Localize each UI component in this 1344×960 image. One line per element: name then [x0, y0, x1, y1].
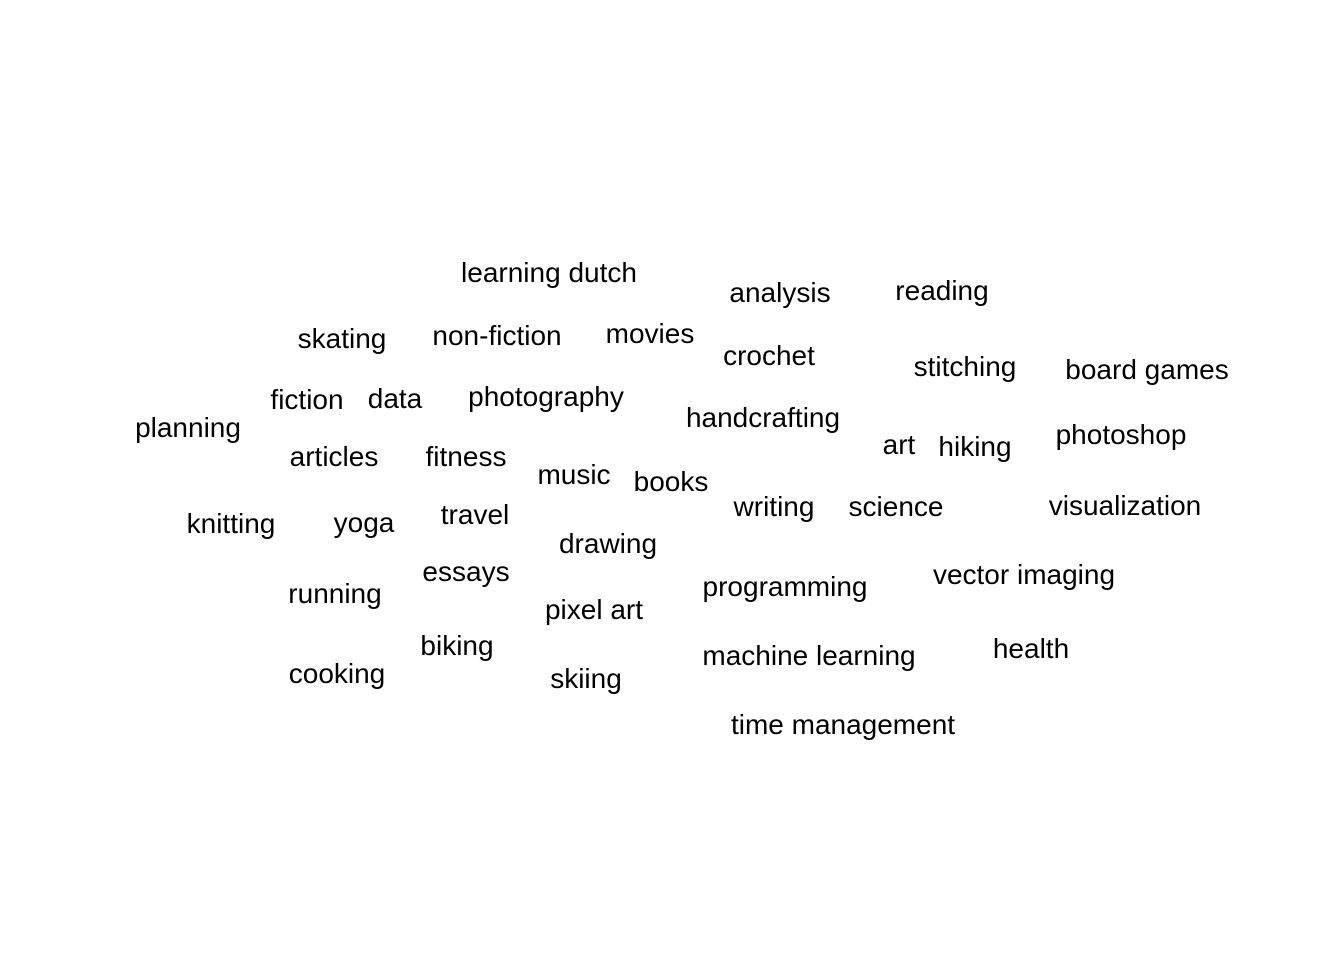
word-cooking: cooking — [288, 658, 386, 689]
word-crochet: crochet — [723, 340, 815, 371]
word-reading: reading — [895, 275, 989, 306]
word-photography: photography — [468, 381, 624, 412]
word-drawing: drawing — [558, 528, 658, 559]
word-science: science — [848, 491, 944, 522]
word-travel: travel — [440, 499, 510, 530]
word-time-management: time management — [730, 709, 956, 740]
word-fitness: fitness — [425, 441, 507, 472]
word-music: music — [537, 459, 611, 490]
word-books: books — [633, 466, 709, 497]
word-programming: programming — [702, 571, 868, 602]
word-yoga: yoga — [333, 507, 395, 538]
word-pixel-art: pixel art — [544, 594, 644, 625]
word-running: running — [288, 578, 382, 609]
word-essays: essays — [422, 556, 510, 587]
word-art: art — [882, 429, 916, 460]
word-data: data — [367, 383, 423, 414]
word-biking: biking — [420, 630, 494, 661]
word-skiing: skiing — [550, 663, 622, 694]
word-analysis: analysis — [729, 277, 831, 308]
word-stitching: stitching — [913, 351, 1017, 382]
word-machine-learning: machine learning — [702, 640, 916, 671]
word-hiking: hiking — [938, 431, 1012, 462]
word-health: health — [992, 633, 1070, 664]
word-handcrafting: handcrafting — [685, 402, 841, 433]
word-vector-imaging: vector imaging — [932, 559, 1116, 590]
word-learning-dutch: learning dutch — [461, 257, 637, 288]
word-planning: planning — [135, 412, 241, 443]
word-visualization: visualization — [1048, 490, 1202, 521]
word-non-fiction: non-fiction — [432, 320, 562, 351]
word-movies: movies — [605, 318, 695, 349]
word-board-games: board games — [1065, 354, 1229, 385]
word-knitting: knitting — [186, 508, 276, 539]
word-skating: skating — [297, 323, 387, 354]
word-writing: writing — [733, 491, 815, 522]
word-fiction: fiction — [270, 384, 344, 415]
word-photoshop: photoshop — [1055, 419, 1187, 450]
word-articles: articles — [289, 441, 379, 472]
